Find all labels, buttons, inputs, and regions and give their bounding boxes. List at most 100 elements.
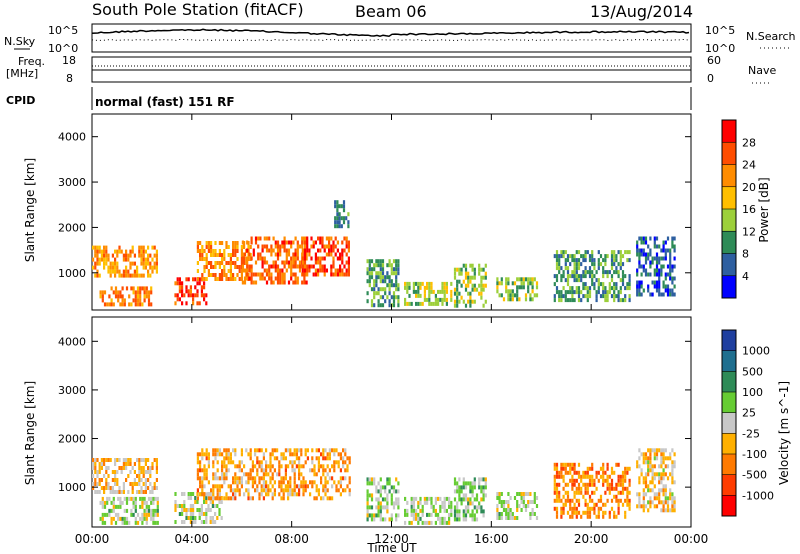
heatmap-cell xyxy=(211,516,214,520)
heatmap-cell xyxy=(640,272,643,277)
heatmap-cell xyxy=(345,240,348,245)
heatmap-cell xyxy=(199,484,202,489)
heatmap-cell xyxy=(341,248,344,253)
heatmap-cell xyxy=(227,261,230,265)
heatmap-cell xyxy=(655,288,659,293)
heatmap-cell xyxy=(106,302,109,307)
nsky-left-top: 10^5 xyxy=(48,24,78,37)
heatmap-cell xyxy=(562,286,565,291)
colorbar-tick-label: -25 xyxy=(742,427,760,440)
heatmap-cell xyxy=(333,448,336,453)
heatmap-cell xyxy=(453,271,457,276)
heatmap-cell xyxy=(395,259,398,264)
heatmap-cell xyxy=(125,520,129,525)
heatmap-cell xyxy=(214,484,217,489)
heatmap-cell xyxy=(122,253,125,258)
heatmap-cell xyxy=(390,485,393,490)
heatmap-cell xyxy=(441,520,444,525)
heatmap-cell xyxy=(249,476,252,481)
heatmap-cell xyxy=(301,272,304,277)
heatmap-cell xyxy=(96,458,99,462)
heatmap-cell xyxy=(256,448,259,453)
heatmap-cell xyxy=(308,252,311,257)
heatmap-cell xyxy=(324,468,327,473)
heatmap-cell xyxy=(453,513,457,518)
heatmap-cell xyxy=(293,480,296,485)
heatmap-cell xyxy=(183,508,186,512)
heatmap-cell xyxy=(343,236,346,241)
heatmap-cell xyxy=(136,490,139,494)
heatmap-cell xyxy=(221,241,224,245)
heatmap-cell xyxy=(636,244,639,249)
heatmap-cell xyxy=(207,241,210,245)
heatmap-cell xyxy=(273,488,276,493)
heatmap-cell xyxy=(456,295,459,300)
heatmap-cell xyxy=(335,460,338,465)
heatmap-cell xyxy=(225,245,228,249)
heatmap-cell xyxy=(595,470,598,475)
heatmap-cell xyxy=(155,486,158,490)
heatmap-cell xyxy=(183,500,186,504)
heatmap-cell xyxy=(535,516,539,520)
heatmap-cell xyxy=(260,492,263,497)
heatmap-cell xyxy=(381,259,385,264)
heatmap-cell xyxy=(415,516,418,521)
heatmap-cell xyxy=(187,516,190,520)
heatmap-cell xyxy=(381,517,385,522)
heatmap-cell xyxy=(588,498,592,503)
heatmap-cell xyxy=(617,290,620,295)
heatmap-cell xyxy=(395,263,398,268)
heatmap-cell xyxy=(96,273,99,278)
heatmap-cell xyxy=(553,274,556,279)
heatmap-cell xyxy=(306,236,309,241)
heatmap-cell xyxy=(558,474,561,479)
heatmap-cell xyxy=(395,267,398,272)
heatmap-cell xyxy=(582,270,585,275)
heatmap-cell xyxy=(287,264,291,269)
heatmap-cell xyxy=(608,514,611,519)
heatmap-cell xyxy=(101,500,104,505)
heatmap-cell xyxy=(533,500,536,504)
heatmap-cell xyxy=(199,480,202,485)
heatmap-cell xyxy=(292,272,295,277)
heatmap-cell xyxy=(282,488,285,493)
heatmap-cell xyxy=(258,448,261,453)
heatmap-cell xyxy=(303,240,307,245)
heatmap-cell xyxy=(240,261,243,265)
heatmap-cell xyxy=(103,474,106,478)
heatmap-cell xyxy=(212,265,215,269)
heatmap-cell xyxy=(366,505,369,510)
heatmap-cell xyxy=(317,448,320,453)
heatmap-cell xyxy=(591,466,594,471)
heatmap-cell xyxy=(417,512,420,517)
heatmap-cell xyxy=(428,520,431,525)
heatmap-cell xyxy=(100,458,103,462)
heatmap-cell xyxy=(321,240,324,245)
heatmap-cell xyxy=(373,513,376,518)
heatmap-cell xyxy=(268,236,271,241)
heatmap-cell xyxy=(347,220,350,225)
heatmap-cell xyxy=(456,303,459,308)
heatmap-cell xyxy=(262,456,265,461)
heatmap-cell xyxy=(125,478,128,482)
heatmap-cell xyxy=(379,509,382,514)
colorbar-swatch xyxy=(722,474,736,496)
heatmap-cell xyxy=(294,248,297,253)
heatmap-cell xyxy=(397,497,400,502)
heatmap-cell xyxy=(140,490,143,494)
heatmap-cell xyxy=(96,245,99,250)
heatmap-cell xyxy=(626,250,629,255)
heatmap-cell xyxy=(123,298,126,303)
heatmap-cell xyxy=(234,253,237,257)
heatmap-cell xyxy=(419,285,422,290)
heatmap-cell xyxy=(334,224,337,229)
heatmap-cell xyxy=(336,220,339,225)
heatmap-cell xyxy=(276,252,280,257)
heatmap-cell xyxy=(199,476,202,481)
heatmap-cell xyxy=(306,244,309,249)
heatmap-cell xyxy=(303,256,307,261)
heatmap-cell xyxy=(283,240,286,245)
heatmap-cell xyxy=(564,462,567,467)
heatmap-cell xyxy=(334,252,337,257)
heatmap-cell xyxy=(584,266,587,271)
